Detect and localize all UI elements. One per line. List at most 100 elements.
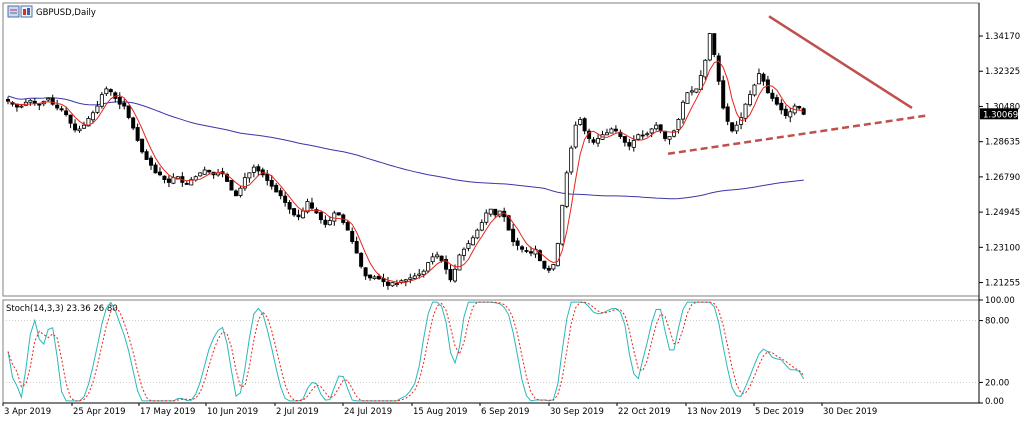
candle: [336, 212, 341, 216]
slow-moving-average-line: [7, 95, 804, 200]
price-panel-frame[interactable]: [2, 2, 980, 297]
date-tick-label: 2 Jul 2019: [276, 407, 319, 417]
date-tick-label: 17 May 2019: [140, 407, 195, 417]
candle: [184, 183, 189, 185]
candle: [475, 229, 480, 239]
candle: [377, 275, 382, 280]
candle: [797, 106, 802, 109]
date-tick-label: 15 Aug 2019: [413, 407, 467, 417]
candle: [301, 210, 306, 219]
date-tick-label: 30 Sep 2019: [550, 407, 604, 417]
candle: [64, 110, 69, 116]
candle: [296, 214, 301, 218]
candle: [287, 202, 292, 210]
candle: [394, 283, 399, 285]
stoch-tick-label: 100.00: [985, 296, 1015, 306]
candle: [676, 119, 681, 131]
candle: [90, 112, 95, 121]
candle: [403, 279, 408, 282]
candle: [233, 190, 238, 197]
price-tick-label: 1.28635: [985, 138, 1020, 148]
date-tick-label: 25 Apr 2019: [73, 407, 126, 417]
candle: [131, 117, 136, 129]
candle: [153, 164, 158, 174]
date-tick-label: 6 Sep 2019: [481, 407, 529, 417]
candle: [493, 208, 498, 216]
candle: [672, 130, 677, 137]
candle: [537, 250, 542, 262]
candle: [157, 171, 162, 176]
candle: [658, 124, 663, 132]
candle: [689, 90, 694, 93]
stoch-tick-label: 20.00: [985, 378, 1009, 388]
fast-moving-average-line: [7, 60, 804, 284]
stoch-panel-frame[interactable]: [2, 299, 980, 404]
candle: [421, 270, 426, 275]
candle: [251, 166, 256, 173]
candle: [560, 204, 565, 245]
candle: [345, 222, 350, 231]
candle: [470, 237, 475, 246]
candle: [104, 88, 109, 95]
candle: [716, 55, 721, 82]
candle: [417, 273, 422, 276]
candle: [350, 231, 355, 242]
resistance-trendline[interactable]: [768, 15, 913, 110]
candle: [604, 132, 609, 136]
chart-type-icon[interactable]: [20, 5, 33, 18]
candle: [680, 101, 685, 120]
candle: [68, 114, 73, 124]
date-tick-label: 24 Jul 2019: [344, 407, 392, 417]
candle: [783, 108, 788, 117]
candle: [28, 99, 33, 103]
candle: [457, 254, 462, 271]
candle: [202, 169, 207, 175]
candle: [385, 281, 390, 286]
candle: [292, 208, 297, 216]
candle: [408, 277, 413, 280]
candle: [801, 108, 806, 115]
candle: [649, 128, 654, 134]
candle: [6, 98, 11, 102]
candle: [59, 108, 64, 111]
candle: [354, 241, 359, 254]
chart-window-icon[interactable]: [7, 5, 20, 18]
candle: [412, 275, 417, 279]
candle: [55, 104, 60, 109]
candle: [645, 133, 650, 136]
candle: [461, 248, 466, 256]
candle: [207, 169, 212, 173]
candle: [466, 243, 471, 249]
candle: [198, 172, 203, 177]
candle: [399, 280, 404, 283]
candle: [99, 94, 104, 107]
candle: [305, 201, 310, 213]
candle: [135, 127, 140, 141]
candle: [774, 97, 779, 105]
candle: [444, 259, 449, 270]
candle: [390, 282, 395, 287]
candle: [229, 179, 234, 191]
candle: [520, 246, 525, 250]
date-tick-label: 10 Jun 2019: [207, 407, 258, 417]
candle: [725, 106, 730, 122]
candle: [622, 136, 627, 143]
candle: [140, 138, 145, 153]
stoch-k-line: [7, 301, 805, 402]
candle: [265, 173, 270, 181]
candle: [770, 92, 775, 99]
candle: [122, 102, 127, 107]
candle: [327, 220, 332, 226]
candle: [46, 98, 51, 101]
date-tick-label: 30 Dec 2019: [823, 407, 877, 417]
candle: [506, 215, 511, 231]
candle: [542, 260, 547, 269]
candle: [484, 212, 489, 223]
candle: [314, 209, 319, 214]
candle: [162, 175, 167, 180]
candle: [278, 190, 283, 197]
price-tick-label: 1.30480: [985, 102, 1020, 112]
candle: [32, 100, 37, 104]
price-tick-label: 1.21255: [985, 279, 1020, 289]
